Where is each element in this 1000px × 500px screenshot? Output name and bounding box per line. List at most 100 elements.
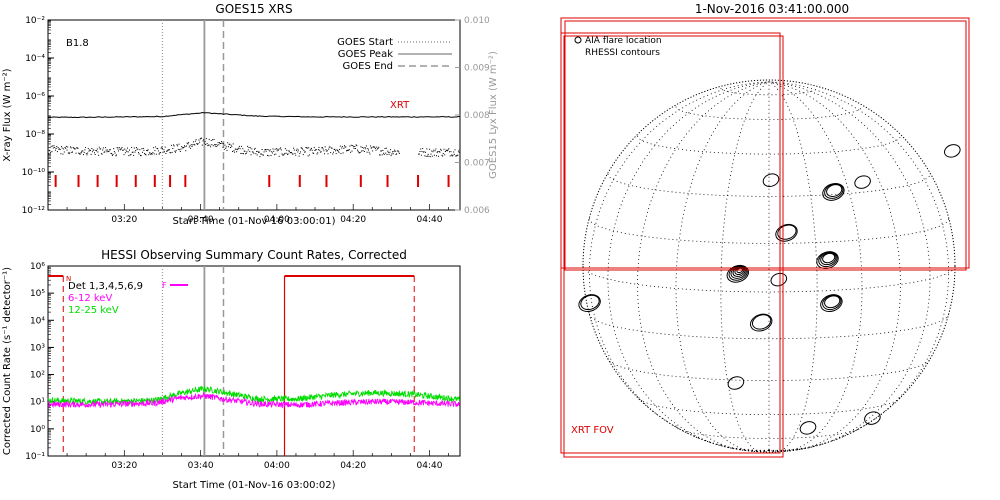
goes-short-point	[251, 148, 253, 150]
goes-short-point	[89, 150, 91, 151]
goes-short-point	[94, 152, 95, 154]
goes-short-point	[190, 147, 192, 149]
goes-short-point	[370, 147, 372, 149]
rhessi-contour	[854, 175, 871, 189]
goes-short-point	[218, 144, 220, 146]
legend-6-12-kev: 6-12 keV	[68, 293, 112, 304]
goes-short-point	[310, 148, 312, 150]
rhessi-contour	[727, 376, 745, 390]
goes-short-point	[357, 150, 359, 152]
goes-short-point	[326, 150, 328, 152]
goes-short-point	[451, 155, 453, 157]
goes-short-point	[436, 155, 437, 157]
goes-short-point	[317, 149, 319, 151]
goes-short-point	[166, 150, 168, 152]
goes-short-point	[315, 149, 317, 151]
goes-short-point	[256, 150, 258, 152]
goes-short-point	[146, 150, 148, 151]
goes-short-point	[108, 151, 110, 153]
goes-short-point	[61, 147, 63, 149]
goes-short-point	[291, 153, 293, 155]
goes-short-point	[285, 152, 287, 154]
goes-short-point	[206, 143, 208, 145]
goes-short-point	[252, 151, 254, 153]
goes-short-point	[107, 150, 109, 152]
goes-short-point	[63, 151, 65, 153]
goes-short-point	[142, 148, 144, 149]
goes-x-label: Start Time (01-Nov-16 03:00:01)	[172, 216, 335, 227]
longitude-line	[720, 81, 770, 453]
goes-short-point	[386, 154, 388, 156]
goes-short-point	[293, 149, 295, 151]
goes-short-point	[344, 145, 345, 147]
goes-short-point	[277, 148, 279, 150]
goes-short-point	[137, 148, 139, 150]
goes-short-point	[232, 151, 233, 152]
goes-short-point	[355, 144, 357, 146]
rhessi-contour	[818, 251, 838, 268]
goes-short-point	[273, 150, 275, 152]
rhessi-contour	[824, 183, 844, 199]
goes-short-point	[243, 153, 244, 155]
hessi-series-12-25-keV	[47, 385, 460, 406]
goes-short-point	[75, 152, 77, 154]
goes-short-point	[260, 153, 262, 155]
goes-short-point	[419, 151, 421, 152]
solar-disk-grid	[582, 79, 956, 453]
goes-short-point	[418, 153, 420, 155]
goes-short-point	[295, 149, 297, 151]
goes-short-point	[388, 153, 390, 155]
goes-short-point	[107, 149, 109, 151]
goes-short-point	[369, 153, 371, 155]
goes-short-point	[184, 145, 185, 147]
goes-x-tick-label: 04:00	[264, 215, 290, 225]
goes-short-point	[311, 149, 313, 151]
goes-y2-tick-label: 0.010	[464, 16, 490, 26]
goes-short-point	[267, 154, 268, 156]
goes-short-point	[266, 149, 268, 150]
rhessi-contour	[762, 173, 780, 187]
goes-short-point	[282, 154, 284, 156]
goes-short-point	[421, 151, 423, 152]
goes-short-point	[307, 155, 309, 157]
goes-short-point	[324, 146, 326, 148]
goes-short-point	[135, 150, 137, 151]
goes-short-point	[180, 148, 182, 150]
goes-short-point	[373, 146, 375, 148]
goes-short-point	[155, 153, 157, 155]
goes-short-point	[80, 152, 82, 154]
goes-short-point	[100, 153, 102, 155]
goes-short-point	[292, 153, 294, 155]
goes-short-point	[162, 151, 164, 153]
goes-short-point	[278, 149, 279, 151]
goes-short-point	[445, 149, 447, 151]
goes-short-point	[50, 145, 52, 147]
goes-y-tick-label: 10⁻⁸	[25, 130, 45, 140]
goes-short-point	[299, 153, 301, 154]
goes-short-point	[150, 153, 152, 155]
goes-short-point	[423, 151, 425, 153]
goes-short-point	[276, 148, 277, 150]
hessi-x-axis: 03:20 03:40 04:00 04:20 04:40	[47, 450, 449, 471]
latitude-line	[675, 425, 863, 439]
goes-short-point	[379, 154, 381, 156]
goes-short-point	[199, 138, 201, 140]
goes-short-point	[156, 148, 158, 149]
goes-short-point	[427, 153, 429, 155]
goes-short-point	[260, 153, 262, 155]
goes-short-point	[177, 145, 179, 147]
goes-short-point	[429, 156, 431, 158]
goes-short-point	[70, 147, 72, 149]
goes-y2-tick-label: 0.007	[464, 159, 490, 169]
goes-short-point	[198, 139, 200, 141]
goes-short-point	[92, 149, 94, 151]
goes-short-point	[384, 148, 386, 149]
hessi-flare-flag: F	[162, 281, 167, 290]
goes-short-point	[348, 149, 350, 151]
goes-short-point	[258, 152, 260, 154]
goes-short-point	[203, 139, 205, 141]
goes-short-point	[317, 152, 319, 154]
goes-short-point	[322, 148, 324, 150]
goes-short-point	[181, 147, 183, 149]
goes-short-point	[235, 148, 237, 150]
